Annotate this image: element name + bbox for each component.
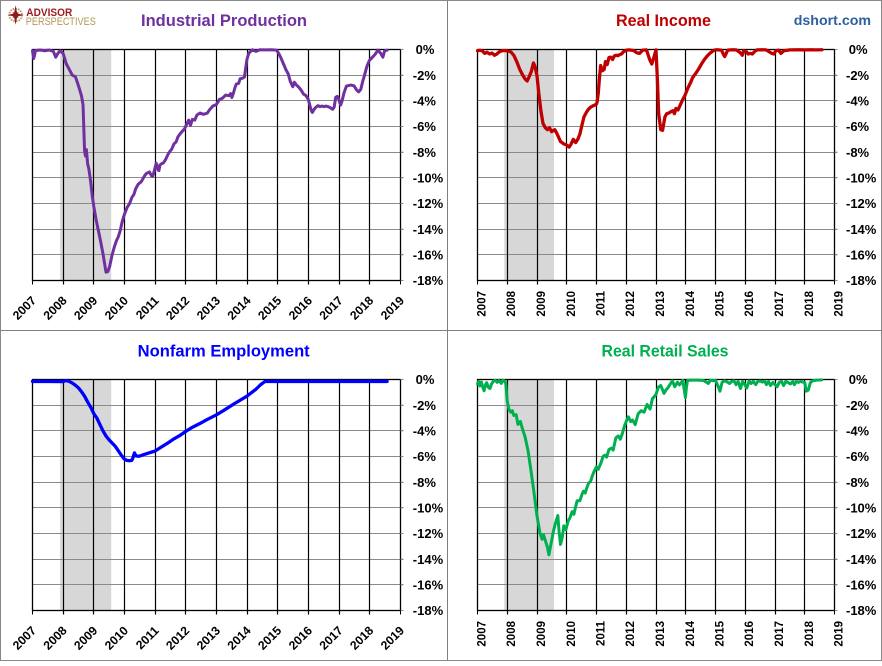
svg-text:0%: 0% <box>849 42 868 57</box>
svg-text:2016: 2016 <box>744 621 756 647</box>
svg-text:-16%: -16% <box>846 247 877 262</box>
svg-text:0%: 0% <box>416 42 435 57</box>
svg-text:-12%: -12% <box>413 526 444 541</box>
svg-text:2013: 2013 <box>655 291 667 317</box>
svg-text:-2%: -2% <box>413 68 437 83</box>
svg-text:0%: 0% <box>416 372 435 387</box>
svg-text:2014: 2014 <box>685 290 697 316</box>
svg-text:2018: 2018 <box>804 290 816 316</box>
svg-text:2016: 2016 <box>744 291 756 317</box>
svg-text:-14%: -14% <box>413 222 444 237</box>
svg-text:-2%: -2% <box>846 68 870 83</box>
svg-text:-10%: -10% <box>413 170 444 185</box>
svg-text:-2%: -2% <box>413 398 437 413</box>
svg-text:-8%: -8% <box>846 475 870 490</box>
svg-text:-4%: -4% <box>413 93 437 108</box>
svg-text:Industrial Production: Industrial Production <box>141 12 307 30</box>
svg-text:Nonfarm Employment: Nonfarm Employment <box>138 342 311 360</box>
svg-text:-16%: -16% <box>846 577 877 592</box>
svg-text:-4%: -4% <box>413 423 437 438</box>
svg-text:0%: 0% <box>849 372 868 387</box>
svg-text:-14%: -14% <box>846 222 877 237</box>
svg-text:-12%: -12% <box>846 196 877 211</box>
svg-text:-14%: -14% <box>413 552 444 567</box>
svg-text:2012: 2012 <box>625 291 637 317</box>
svg-text:-14%: -14% <box>846 552 877 567</box>
svg-text:-18%: -18% <box>846 273 877 288</box>
svg-text:Real Income: Real Income <box>616 12 711 30</box>
svg-text:2007: 2007 <box>477 621 489 647</box>
svg-text:-18%: -18% <box>413 603 444 618</box>
svg-text:Real Retail Sales: Real Retail Sales <box>602 342 729 360</box>
svg-text:2014: 2014 <box>685 620 697 646</box>
svg-text:-2%: -2% <box>846 398 870 413</box>
svg-text:2008: 2008 <box>506 620 518 646</box>
svg-text:-6%: -6% <box>413 449 437 464</box>
svg-text:-10%: -10% <box>846 500 877 515</box>
svg-text:-12%: -12% <box>413 196 444 211</box>
svg-text:2017: 2017 <box>774 291 786 317</box>
svg-text:2009: 2009 <box>536 291 548 317</box>
svg-text:-16%: -16% <box>413 247 444 262</box>
svg-text:2013: 2013 <box>655 621 667 647</box>
svg-text:dshort.com: dshort.com <box>794 13 871 29</box>
svg-text:-12%: -12% <box>846 526 877 541</box>
svg-text:2019: 2019 <box>834 621 846 647</box>
svg-text:-6%: -6% <box>846 119 870 134</box>
svg-text:-8%: -8% <box>413 145 437 160</box>
svg-text:-10%: -10% <box>846 170 877 185</box>
svg-text:2017: 2017 <box>774 621 786 647</box>
svg-text:-4%: -4% <box>846 423 870 438</box>
svg-text:2018: 2018 <box>804 620 816 646</box>
svg-text:2008: 2008 <box>506 290 518 316</box>
svg-text:-8%: -8% <box>846 145 870 160</box>
svg-text:2012: 2012 <box>625 621 637 647</box>
svg-text:-18%: -18% <box>413 273 444 288</box>
svg-text:-18%: -18% <box>846 603 877 618</box>
svg-text:-10%: -10% <box>413 500 444 515</box>
svg-text:2015: 2015 <box>715 620 727 646</box>
svg-text:2011: 2011 <box>596 620 608 646</box>
svg-text:2007: 2007 <box>477 291 489 317</box>
svg-text:2009: 2009 <box>536 621 548 647</box>
svg-text:ADVISOR: ADVISOR <box>26 7 72 19</box>
svg-text:2015: 2015 <box>715 290 727 316</box>
svg-text:2011: 2011 <box>596 290 608 316</box>
svg-text:2010: 2010 <box>566 621 578 647</box>
svg-text:2010: 2010 <box>566 291 578 317</box>
svg-text:-16%: -16% <box>413 577 444 592</box>
svg-text:PERSPECTIVES: PERSPECTIVES <box>26 16 96 28</box>
svg-text:-4%: -4% <box>846 93 870 108</box>
svg-text:-8%: -8% <box>413 475 437 490</box>
svg-text:-6%: -6% <box>413 119 437 134</box>
svg-text:2019: 2019 <box>834 291 846 317</box>
svg-text:-6%: -6% <box>846 449 870 464</box>
